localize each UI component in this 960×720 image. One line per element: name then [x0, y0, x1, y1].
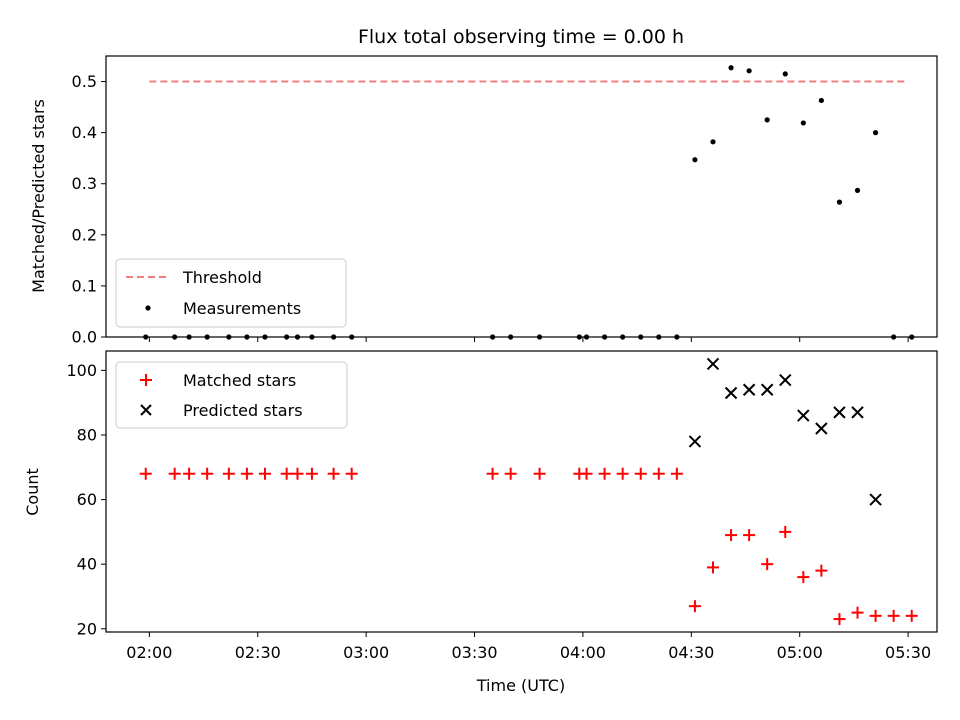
legend-predicted-swatch — [140, 404, 152, 416]
matched-star-point — [815, 564, 828, 577]
bottom-xtick-label: 04:30 — [668, 643, 714, 662]
matched-star-point — [139, 467, 152, 480]
predicted-star-point — [742, 383, 756, 396]
predicted-star-point — [706, 357, 720, 371]
bottom-ytick-label: 20 — [77, 619, 97, 638]
matched-star-point — [305, 467, 318, 480]
measurement-point — [710, 139, 716, 145]
measurement-point — [872, 130, 879, 136]
matched-star-point — [280, 467, 293, 480]
matched-star-point — [887, 609, 900, 622]
top-legend-box — [115, 258, 347, 328]
matched-star-point — [240, 467, 253, 480]
measurement-point — [728, 65, 734, 71]
matched-star-point — [201, 467, 214, 480]
bottom-xtick-label: 02:00 — [126, 643, 172, 662]
measurement-point — [818, 97, 824, 104]
count-panel: Count Time (UTC) 20 40 60 80 100 02:00 02:30 0… — [23, 350, 938, 695]
matched-star-point — [504, 467, 517, 480]
bottom-ytick-label: 60 — [77, 490, 97, 509]
matched-star-point — [327, 467, 340, 480]
matched-star-point — [743, 529, 756, 542]
matched-star-point — [833, 613, 846, 626]
matched-star-point — [797, 571, 810, 584]
predicted-star-point — [724, 386, 738, 400]
matched-star-point — [706, 561, 719, 574]
matched-star-point — [851, 606, 864, 619]
matched-star-point — [486, 467, 499, 480]
top-plot-frame — [105, 55, 938, 338]
x-axis-label: Time (UTC) — [476, 676, 565, 695]
matched-star-point — [222, 467, 235, 480]
measurement-point — [800, 120, 806, 126]
predicted-star-point — [815, 422, 828, 435]
matched-star-point — [598, 467, 611, 480]
flux-ratio-panel: Flux total observing time = 0.00 h Match… — [29, 26, 938, 347]
matched-star-point — [183, 467, 196, 480]
matched-star-point — [616, 467, 629, 480]
legend-threshold-label: Threshold — [182, 268, 262, 287]
top-ytick-label: 0.3 — [72, 174, 97, 193]
matched-star-point — [688, 600, 701, 613]
top-ytick-label: 0.1 — [72, 276, 97, 295]
matched-star-point — [761, 558, 774, 571]
matched-star-point — [345, 467, 358, 480]
predicted-star-point — [869, 493, 882, 506]
bottom-xtick-label: 02:30 — [235, 643, 281, 662]
legend-predicted-label: Predicted stars — [183, 401, 303, 420]
legend-measurements-swatch — [145, 305, 151, 311]
measurement-point — [764, 117, 770, 123]
measurement-point — [692, 157, 698, 163]
measurement-point — [746, 68, 752, 74]
matched-star-point — [779, 525, 792, 538]
matched-star-point — [670, 467, 683, 480]
bottom-legend: Matched stars Predicted stars — [115, 361, 348, 429]
matched-star-point — [291, 467, 304, 480]
bottom-ytick-label: 40 — [77, 555, 97, 574]
measurement-point — [854, 187, 861, 193]
bottom-plot-frame — [105, 350, 938, 633]
top-ytick-label: 0.5 — [72, 72, 97, 91]
bottom-xtick-label: 05:30 — [885, 643, 931, 662]
bottom-xtick-label: 03:30 — [451, 643, 497, 662]
chart-title: Flux total observing time = 0.00 h — [358, 26, 684, 48]
top-ytick-label: 0.2 — [72, 225, 97, 244]
bottom-xtick-label: 04:00 — [560, 643, 606, 662]
matched-star-point — [258, 467, 271, 480]
matched-star-point — [652, 467, 665, 480]
top-y-axis-label: Matched/Predicted stars — [29, 99, 48, 293]
predicted-star-point — [797, 409, 810, 422]
bottom-xtick-label: 03:00 — [343, 643, 389, 662]
matched-star-point — [580, 467, 593, 480]
predicted-star-point — [779, 373, 792, 387]
top-legend: Threshold Measurements — [115, 258, 347, 328]
measurement-point — [782, 71, 788, 77]
top-ytick-label: 0.0 — [72, 328, 97, 347]
bottom-ytick-label: 100 — [66, 361, 97, 380]
bottom-ytick-label: 80 — [77, 425, 97, 444]
legend-matched-swatch — [140, 374, 152, 386]
predicted-star-point — [760, 383, 774, 396]
legend-matched-label: Matched stars — [183, 371, 296, 390]
matched-star-point — [869, 609, 882, 622]
predicted-star-point — [851, 406, 864, 419]
predicted-star-point — [833, 406, 846, 419]
matched-star-point — [533, 467, 546, 480]
top-ytick-label: 0.4 — [72, 123, 97, 142]
measurement-point — [836, 199, 843, 205]
legend-measurements-label: Measurements — [183, 299, 301, 318]
bottom-legend-box — [115, 361, 348, 429]
bottom-y-axis-label: Count — [23, 468, 42, 516]
predicted-star-point — [688, 435, 702, 448]
matched-star-point — [725, 529, 738, 542]
matched-star-point — [168, 467, 181, 480]
matched-star-point — [905, 609, 918, 622]
matched-star-point — [634, 467, 647, 480]
bottom-xtick-label: 05:00 — [777, 643, 823, 662]
